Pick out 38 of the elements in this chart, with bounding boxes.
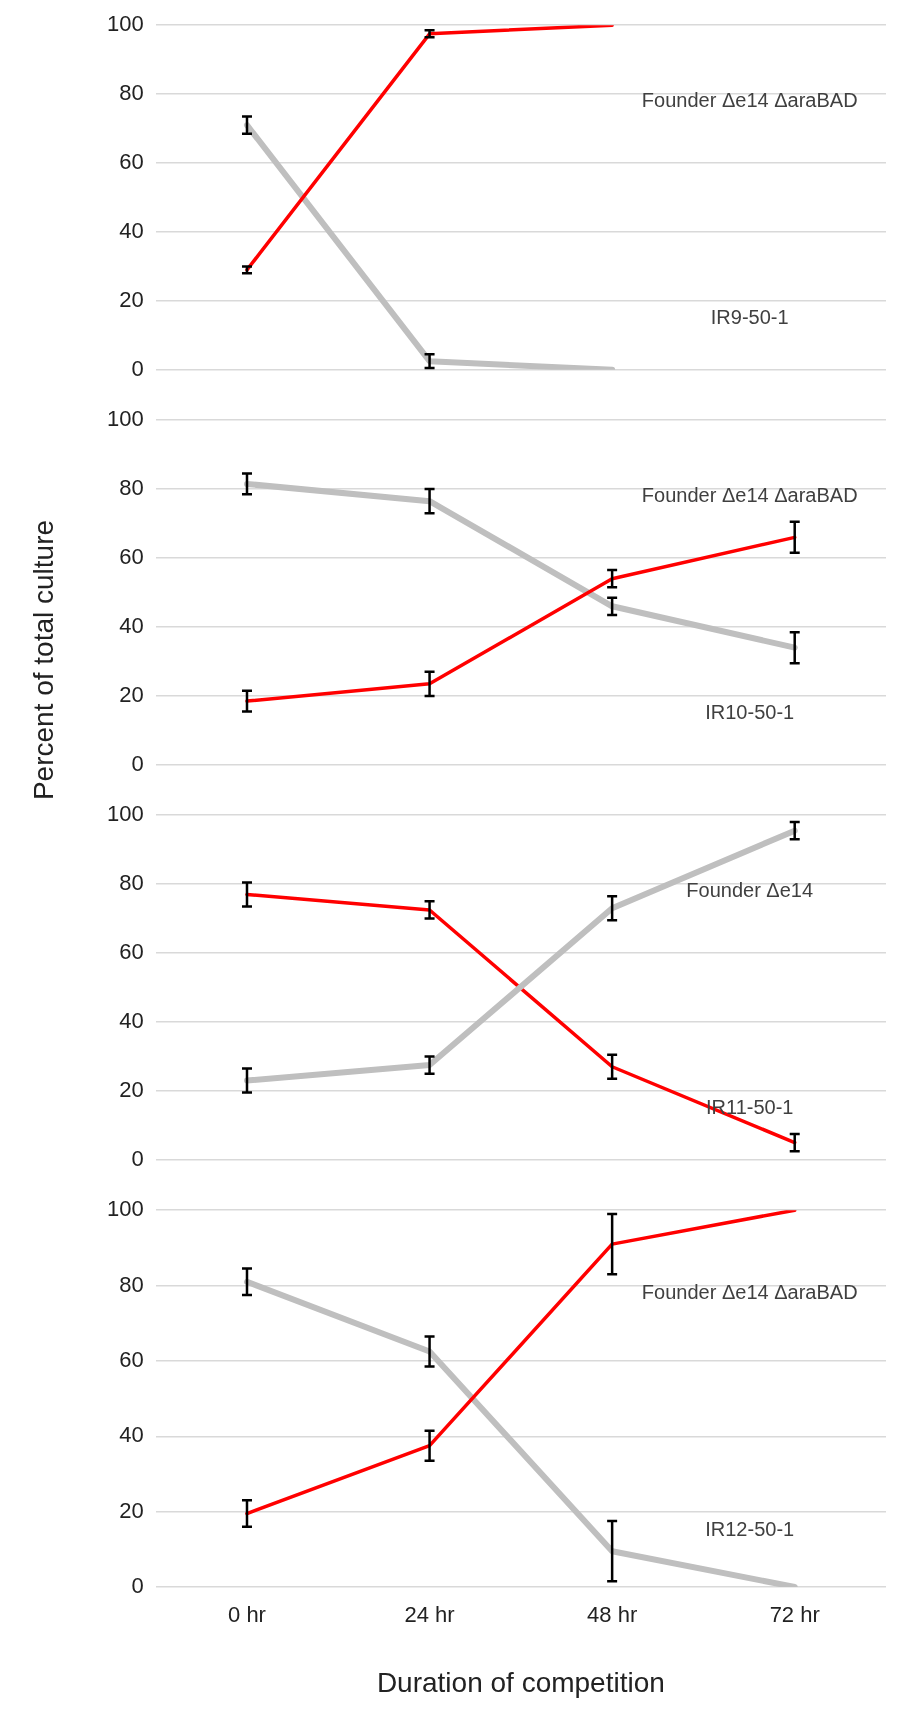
y-axis-title: Percent of total culture bbox=[28, 519, 60, 801]
y-tick-label: 40 bbox=[119, 1422, 144, 1448]
text: IR9-50-1 bbox=[710, 305, 789, 328]
y-tick-label: 60 bbox=[119, 149, 144, 175]
x-tick-label: 48 hr bbox=[587, 1602, 638, 1628]
y-tick-label: 0 bbox=[131, 355, 144, 381]
y-tick-label: 100 bbox=[106, 1196, 144, 1222]
y-tick-label: 0 bbox=[131, 1573, 144, 1599]
y-tick-label: 60 bbox=[119, 939, 144, 965]
y-tick-label: 100 bbox=[106, 406, 144, 432]
y-tick-label: 40 bbox=[119, 613, 144, 639]
y-tick-label: 80 bbox=[119, 1271, 144, 1297]
text: Founder Δe14 ΔaraBAD bbox=[641, 88, 858, 111]
y-tick-label: 20 bbox=[119, 286, 144, 312]
series-label: IR12-50-1 bbox=[705, 1518, 795, 1540]
y-tick-label: 80 bbox=[119, 475, 144, 501]
y-tick-label: 60 bbox=[119, 544, 144, 570]
x-tick-label: 24 hr bbox=[404, 1602, 455, 1628]
y-tick-label: 100 bbox=[106, 11, 144, 37]
x-tick-label: 72 hr bbox=[769, 1602, 820, 1628]
x-axis-title: Duration of competition bbox=[376, 1666, 665, 1698]
y-tick-label: 40 bbox=[119, 218, 144, 244]
y-tick-label: 20 bbox=[119, 1076, 144, 1102]
text: Founder Δe14 ΔaraBAD bbox=[641, 483, 858, 506]
y-tick-label: 20 bbox=[119, 681, 144, 707]
y-tick-label: 40 bbox=[119, 1008, 144, 1034]
x-tick-label: 0 hr bbox=[228, 1602, 266, 1628]
y-tick-label: 0 bbox=[131, 1145, 144, 1171]
series-label: IR11-50-1 bbox=[705, 1095, 794, 1118]
text: IR10-50-1 bbox=[705, 700, 795, 723]
text: Founder Δe14 ΔaraBAD bbox=[641, 1280, 858, 1303]
y-tick-label: 80 bbox=[119, 80, 144, 106]
y-tick-label: 60 bbox=[119, 1346, 144, 1372]
y-tick-label: 20 bbox=[119, 1497, 144, 1523]
y-tick-label: 80 bbox=[119, 870, 144, 896]
y-tick-label: 100 bbox=[106, 801, 144, 827]
y-tick-label: 0 bbox=[131, 750, 144, 776]
series-label: Founder Δe14 bbox=[686, 878, 814, 901]
